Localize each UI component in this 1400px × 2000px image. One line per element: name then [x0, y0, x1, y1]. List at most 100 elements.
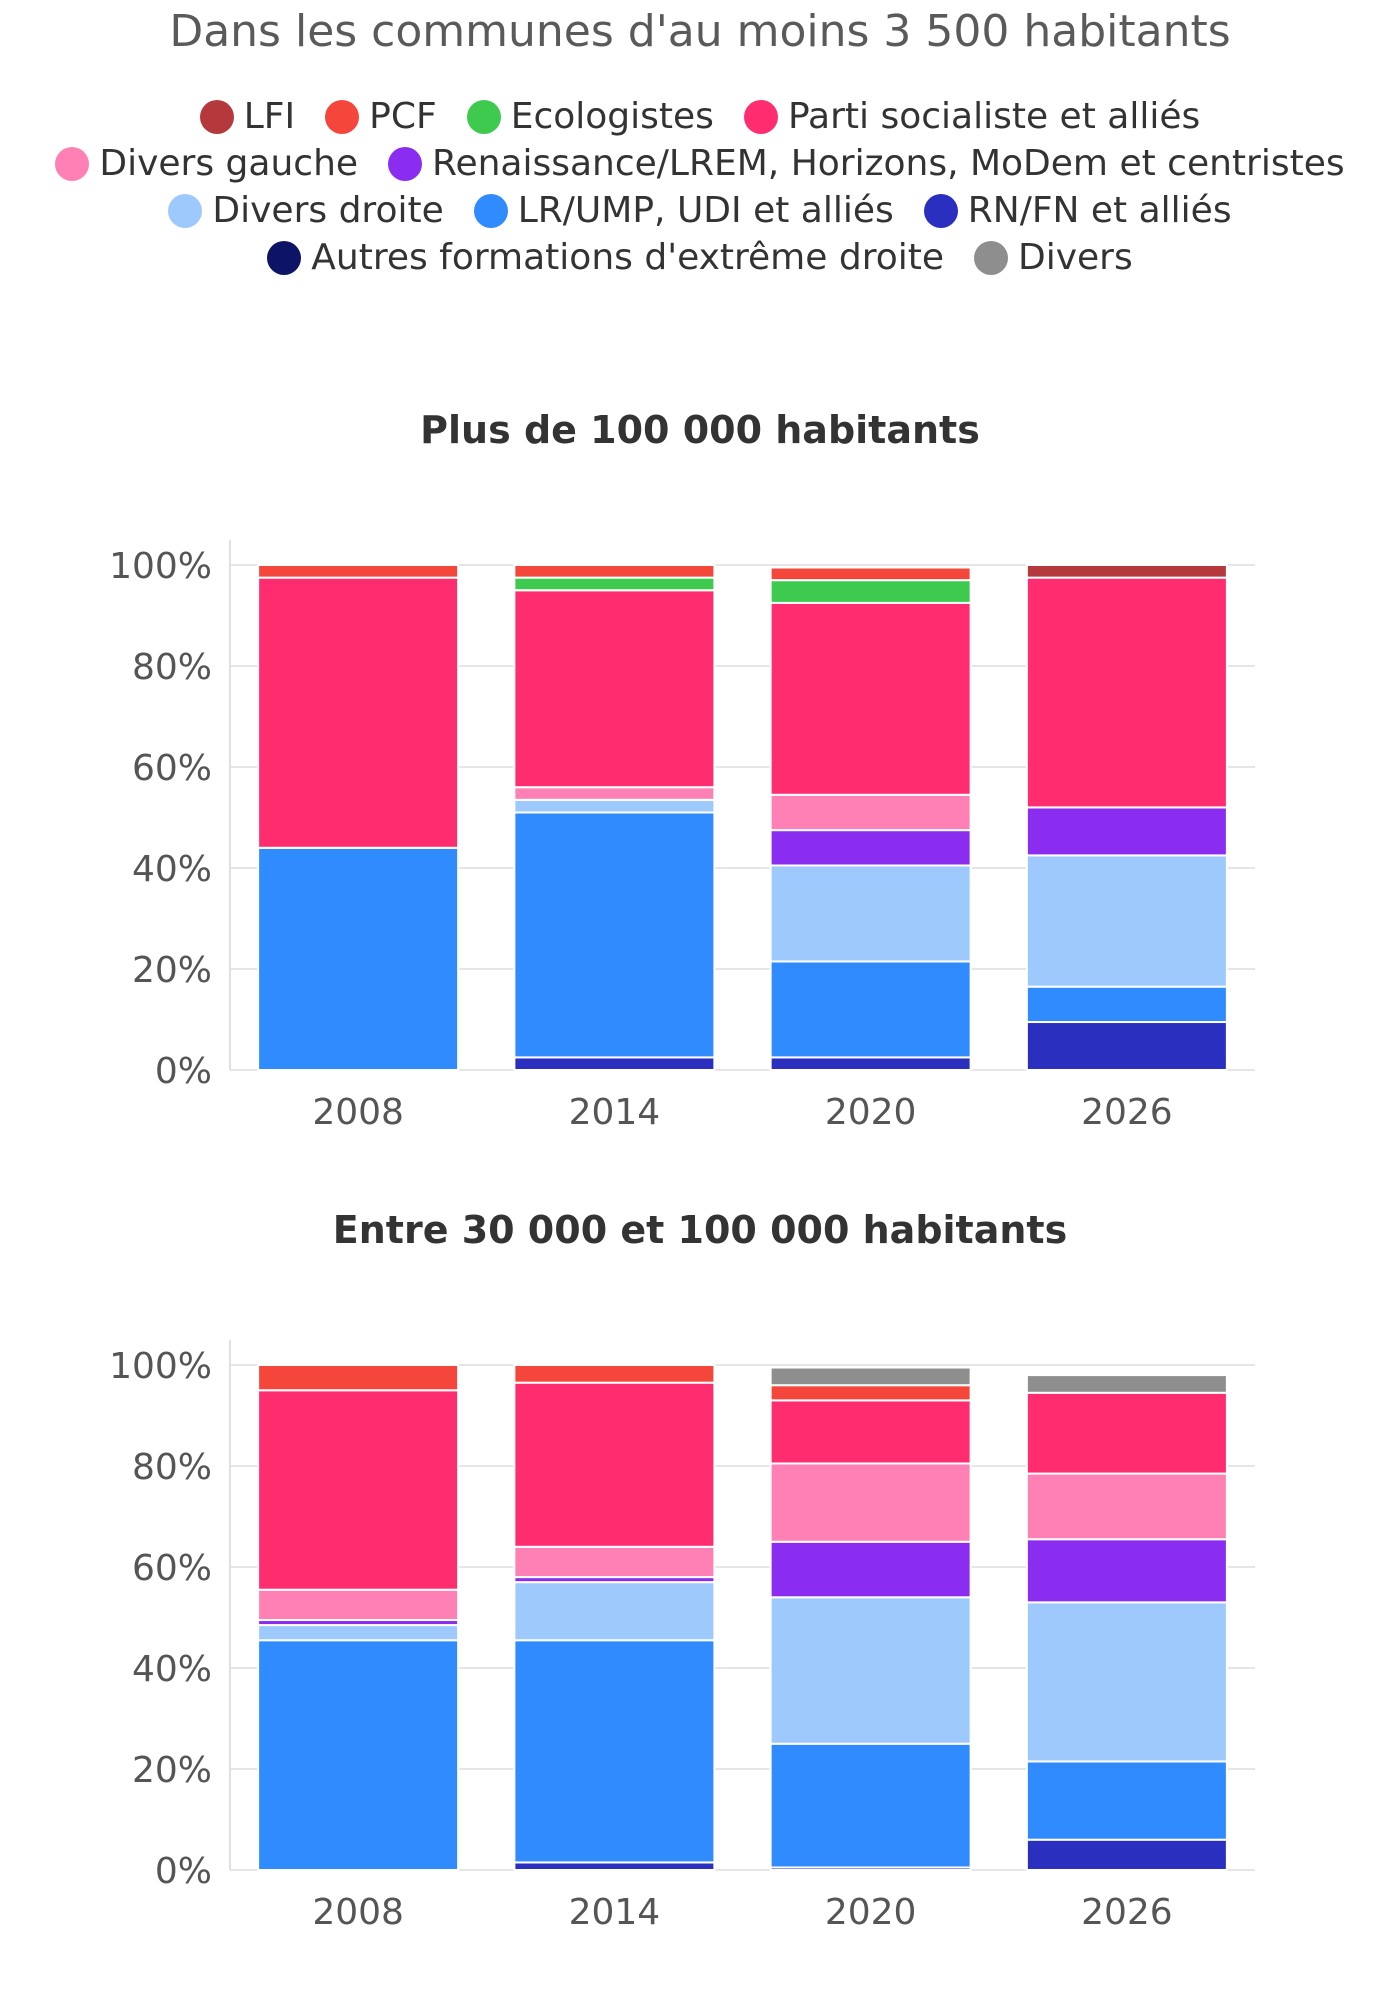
y-tick-label: 20% [132, 1750, 212, 1791]
legend: LFI PCF Ecologistes Parti socialiste et all… [40, 96, 1360, 278]
legend-swatch [466, 99, 501, 134]
bar-segment [513, 1861, 716, 1871]
bar-segment [769, 579, 972, 604]
legend-label: Divers [1018, 237, 1133, 278]
legend-swatch [55, 146, 90, 181]
stacked-bar-chart: 0% 20% 40% 60% 80% 100% 2008 2014 2020 2026 [109, 1340, 1255, 1933]
bar-segment [257, 564, 460, 579]
legend-item: Divers droite [168, 190, 444, 231]
bar-segment [1025, 1391, 1228, 1475]
legend-label: LFI [243, 96, 296, 137]
y-tick-label: 40% [132, 849, 212, 890]
bar-segment [769, 566, 972, 582]
bar-segment [1025, 854, 1228, 988]
legend-swatch [168, 193, 203, 228]
legend-item: Parti socialiste et alliés [743, 96, 1201, 137]
legend-swatch [473, 193, 508, 228]
legend-item: Divers gauche [55, 143, 358, 184]
y-tick-label: 80% [132, 647, 212, 688]
bar-segment [257, 846, 460, 1071]
bar-segment [1025, 806, 1228, 857]
bar-segment [1025, 576, 1228, 809]
x-tick-label: 2026 [1081, 1092, 1173, 1133]
bar-segment [1025, 1021, 1228, 1072]
legend-item: Renaissance/LREM, Horizons, MoDem et cen… [388, 143, 1345, 184]
bar-segment [257, 1364, 460, 1392]
bar-segment [257, 576, 460, 849]
legend-item: Ecologistes [466, 96, 714, 137]
legend-item: Divers [974, 237, 1133, 278]
stacked-bar-chart: 0% 20% 40% 60% 80% 100% 2008 2014 2020 2026 [109, 540, 1255, 1133]
bar-segment [769, 1366, 972, 1387]
bar-segment [769, 864, 972, 963]
bar-segment [769, 829, 972, 867]
x-tick-label: 2008 [312, 1092, 404, 1133]
bar-segment [513, 1364, 716, 1384]
legend-swatch [974, 240, 1008, 275]
bar-segment [769, 1742, 972, 1869]
x-tick-label: 2014 [569, 1092, 661, 1133]
legend-swatch [267, 240, 302, 275]
bar-segment [769, 1056, 972, 1071]
bar-segment [513, 1545, 716, 1579]
chart-large-cities: Plus de 100 000 habitants 0% 20% 40% 60% 80%… [0, 400, 1400, 1140]
legend-swatch [388, 146, 423, 181]
x-tick-label: 2026 [1081, 1892, 1173, 1933]
legend-label: PCF [369, 96, 437, 137]
chart-title: Plus de 100 000 habitants [420, 408, 980, 452]
bar-segment [257, 1588, 460, 1622]
bar-segment [513, 564, 716, 579]
bar-segment [1025, 1760, 1228, 1841]
legend-swatch [743, 99, 778, 134]
bar-segment [513, 786, 716, 801]
y-tick-label: 80% [132, 1447, 212, 1488]
bar-segment [513, 1381, 716, 1548]
bar-segment [513, 1581, 716, 1642]
legend-label: Divers droite [212, 190, 444, 231]
x-tick-label: 2014 [569, 1892, 661, 1933]
legend-label: Ecologistes [510, 96, 714, 137]
bar-segment [513, 811, 716, 1059]
bar-segment [1025, 1838, 1228, 1872]
bar-segment [513, 576, 716, 592]
bar-segment [769, 1399, 972, 1465]
bar-segment [769, 1596, 972, 1745]
x-tick-label: 2008 [312, 1892, 404, 1933]
bar-segment [257, 1639, 460, 1871]
y-tick-label: 100% [109, 1346, 212, 1387]
y-tick-label: 0% [155, 1051, 212, 1092]
legend-label: RN/FN et alliés [967, 190, 1232, 231]
y-tick-label: 60% [132, 748, 212, 789]
bar-segment [1025, 985, 1228, 1024]
chart-medium-cities: Entre 30 000 et 100 000 habitants 0% 20% 4… [0, 1200, 1400, 1980]
bar-segment [513, 589, 716, 789]
legend-item: PCF [325, 96, 437, 137]
bar-segment [513, 1056, 716, 1071]
bar-segment [1025, 1374, 1228, 1394]
x-tick-label: 2020 [825, 1892, 917, 1933]
bar-segment [1025, 1538, 1228, 1604]
legend-label: LR/UMP, UDI et alliés [517, 190, 894, 231]
chart-title: Entre 30 000 et 100 000 habitants [332, 1208, 1068, 1252]
legend-label: Autres formations d'extrême droite [311, 237, 944, 278]
legend-swatch [923, 193, 958, 228]
bar-segment [257, 1624, 460, 1642]
bar-segment [1025, 1472, 1228, 1541]
bar-segment [769, 793, 972, 832]
page-title: Dans les communes d'au moins 3 500 habit… [169, 6, 1231, 57]
bar-segment [1025, 1601, 1228, 1763]
x-tick-label: 2020 [825, 1092, 917, 1133]
bar-segment [1025, 564, 1228, 579]
bar-segment [513, 798, 716, 814]
y-tick-label: 20% [132, 950, 212, 991]
y-tick-label: 100% [109, 546, 212, 587]
legend-item: RN/FN et alliés [923, 190, 1232, 231]
bar-segment [257, 1389, 460, 1591]
legend-label: Parti socialiste et alliés [787, 96, 1201, 137]
bar-segment [513, 1639, 716, 1864]
legend-label: Divers gauche [99, 143, 359, 184]
y-tick-label: 40% [132, 1649, 212, 1690]
bar-segment [769, 1462, 972, 1543]
bar-segment [769, 1384, 972, 1402]
legend-label: Renaissance/LREM, Horizons, MoDem et cen… [432, 143, 1345, 184]
